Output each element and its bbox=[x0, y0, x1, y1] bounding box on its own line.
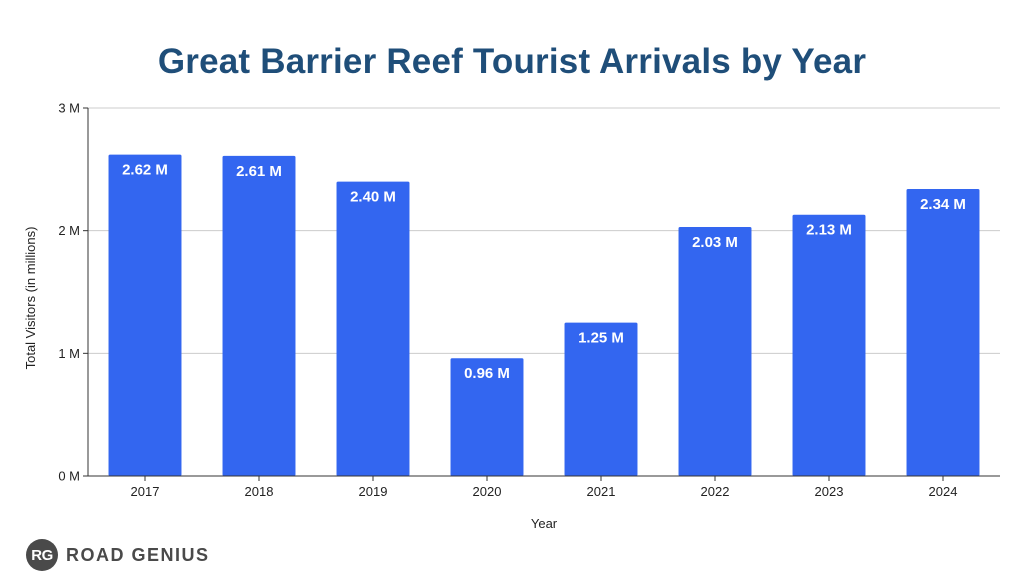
y-tick-label: 0 M bbox=[58, 469, 80, 484]
bar bbox=[564, 322, 638, 476]
data-label: 2.13 M bbox=[806, 222, 852, 239]
x-tick-label: 2019 bbox=[359, 484, 388, 499]
x-axis-label: Year bbox=[531, 516, 558, 531]
x-tick-label: 2022 bbox=[701, 484, 730, 499]
x-tick-label: 2024 bbox=[929, 484, 958, 499]
bar bbox=[792, 214, 866, 476]
bar bbox=[450, 358, 524, 476]
y-tick-label: 3 M bbox=[58, 101, 80, 116]
x-tick-label: 2018 bbox=[245, 484, 274, 499]
x-tick-label: 2023 bbox=[815, 484, 844, 499]
data-label: 1.25 M bbox=[578, 330, 624, 347]
logo-wordmark: ROAD GENIUS bbox=[66, 544, 210, 565]
x-tick-label: 2017 bbox=[131, 484, 160, 499]
bar bbox=[336, 181, 410, 476]
data-label: 2.40 M bbox=[350, 189, 396, 206]
bar bbox=[108, 154, 182, 476]
data-label: 2.62 M bbox=[122, 162, 168, 179]
x-tick-label: 2020 bbox=[473, 484, 502, 499]
x-axis-ticks: 2017 2018 2019 2020 2021 2022 2023 2024 bbox=[131, 476, 958, 499]
data-label: 2.03 M bbox=[692, 234, 738, 251]
y-axis-ticks: 0 M 1 M 2 M 3 M bbox=[58, 101, 88, 484]
data-label: 0.96 M bbox=[464, 365, 510, 382]
data-label: 2.34 M bbox=[920, 196, 966, 213]
rg-logo-icon: RG bbox=[26, 539, 58, 571]
bars: 2.62 M 2.61 M 2.40 M 0.96 M 1.25 M 2.03 M 2.13… bbox=[108, 154, 980, 476]
chart-title: Great Barrier Reef Tourist Arrivals by Y… bbox=[157, 42, 867, 81]
y-tick-label: 2 M bbox=[58, 223, 80, 238]
bar bbox=[678, 226, 752, 476]
y-tick-label: 1 M bbox=[58, 346, 80, 361]
bar bbox=[222, 155, 296, 476]
data-label: 2.61 M bbox=[236, 163, 282, 180]
x-tick-label: 2021 bbox=[587, 484, 616, 499]
road-genius-logo: RG ROAD GENIUS bbox=[26, 537, 210, 573]
bar bbox=[906, 188, 980, 476]
y-axis-label: Total Visitors (in millions) bbox=[23, 227, 38, 370]
